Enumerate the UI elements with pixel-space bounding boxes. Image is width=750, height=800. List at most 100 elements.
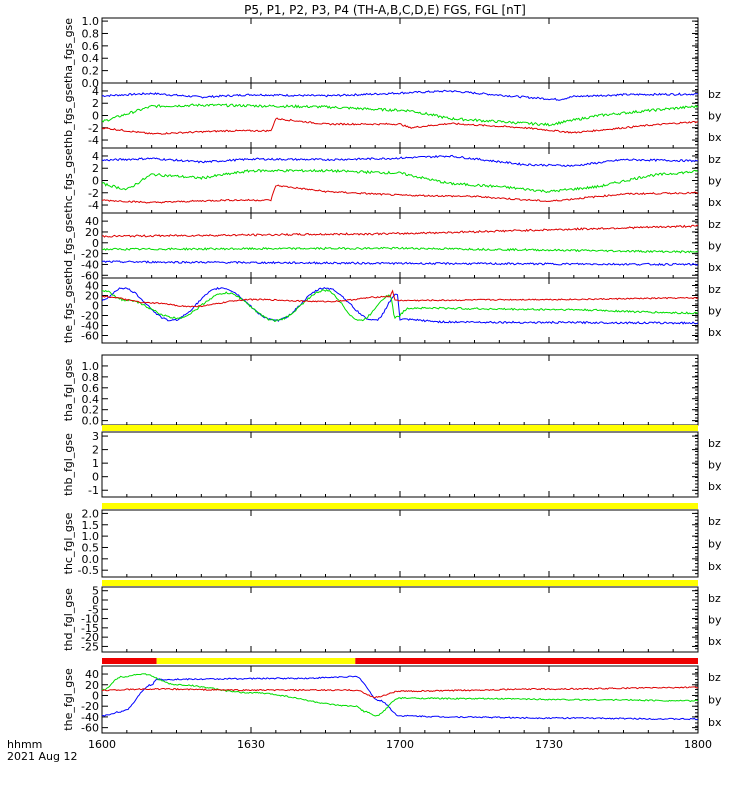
series-by-line bbox=[102, 168, 698, 194]
y-tick-label: 1.0 bbox=[82, 360, 100, 373]
y-tick-label: 40 bbox=[85, 215, 99, 228]
series-bz-line bbox=[102, 184, 698, 204]
y-axis-label: the_fgs_gse bbox=[62, 278, 75, 343]
legend-bz: bz bbox=[708, 283, 721, 296]
y-tick-label: 4 bbox=[92, 85, 99, 98]
y-tick-label: 0 bbox=[92, 300, 99, 313]
y-axis-label: thb_fgs_gse bbox=[62, 83, 75, 149]
panel-thc_fgl_gse: -0.50.00.51.01.52.0 thc_fgl_gse bz by bx bbox=[62, 507, 722, 578]
series-by-line bbox=[102, 103, 698, 127]
y-tick-label: 0.8 bbox=[82, 371, 100, 384]
y-tick-label: -40 bbox=[81, 711, 99, 724]
y-tick-label: 0.8 bbox=[82, 27, 100, 40]
y-tick-label: 0 bbox=[92, 471, 99, 484]
legend-bz: bz bbox=[708, 592, 721, 605]
legend-bx: bx bbox=[708, 326, 722, 339]
series-bx-line bbox=[102, 154, 698, 168]
panel-frame bbox=[101, 354, 699, 426]
series-by-line bbox=[102, 246, 698, 254]
y-tick-label: -20 bbox=[81, 248, 99, 261]
panel-frame bbox=[101, 431, 699, 498]
quality-bar-yellow bbox=[102, 503, 698, 509]
y-axis-label: the_fgl_gse bbox=[62, 668, 75, 731]
legend-bx: bx bbox=[708, 480, 722, 493]
legend-bz: bz bbox=[708, 153, 721, 166]
quality-bar-red bbox=[355, 658, 698, 664]
legend-by: by bbox=[708, 110, 722, 123]
legend-bx: bx bbox=[708, 716, 722, 729]
y-tick-label: 0.0 bbox=[82, 77, 100, 90]
y-axis-label: thb_fgl_gse bbox=[62, 433, 75, 496]
legend-by: by bbox=[708, 240, 722, 253]
y-tick-label: 0.0 bbox=[82, 553, 100, 566]
y-tick-label: -20 bbox=[81, 700, 99, 713]
y-tick-label: 2 bbox=[92, 162, 99, 175]
series-bz-line bbox=[102, 224, 698, 238]
y-tick-label: 20 bbox=[85, 679, 99, 692]
y-axis-label: thd_fgl_gse bbox=[62, 588, 75, 651]
y-tick-label: 0.6 bbox=[82, 40, 100, 53]
y-tick-label: -40 bbox=[81, 320, 99, 333]
series-bz-line bbox=[102, 289, 698, 308]
y-tick-label: -60 bbox=[81, 330, 99, 343]
series-bz-line bbox=[102, 117, 698, 135]
legend-by: by bbox=[708, 538, 722, 551]
y-tick-label: 1 bbox=[92, 457, 99, 470]
x-tick-label: 1630 bbox=[237, 738, 265, 751]
y-tick-label: 20 bbox=[85, 290, 99, 303]
y-tick-label: 0.0 bbox=[82, 415, 100, 428]
x-tick-label: 1600 bbox=[88, 738, 116, 751]
y-tick-label: -60 bbox=[81, 722, 99, 735]
legend-bz: bz bbox=[708, 515, 721, 528]
series-bx-line bbox=[102, 89, 698, 101]
quality-bar-yellow bbox=[102, 580, 698, 586]
y-tick-label: 0 bbox=[92, 237, 99, 250]
y-tick-label: 0 bbox=[92, 110, 99, 123]
x-tick-label: 1730 bbox=[535, 738, 563, 751]
quality-bar-yellow bbox=[156, 658, 356, 664]
panel-frame bbox=[101, 17, 699, 84]
y-tick-label: 2 bbox=[92, 97, 99, 110]
y-tick-label: 40 bbox=[85, 280, 99, 293]
y-tick-label: 0.4 bbox=[82, 52, 100, 65]
y-tick-label: 0.2 bbox=[82, 404, 100, 417]
legend-bx: bx bbox=[708, 196, 722, 209]
x-axis: hhmm 2021 Aug 12 bbox=[7, 738, 77, 763]
panel-frame bbox=[101, 509, 699, 578]
legend-bz: bz bbox=[708, 88, 721, 101]
panel-tha_fgl_gse: 0.00.20.40.60.81.0 tha_fgl_gse bbox=[62, 354, 699, 428]
y-tick-label: -20 bbox=[81, 310, 99, 323]
legend-bz: bz bbox=[708, 218, 721, 231]
y-tick-label: 1.0 bbox=[82, 530, 100, 543]
legend-bx: bx bbox=[708, 635, 722, 648]
y-tick-label: 0 bbox=[92, 689, 99, 702]
y-axis-label: tha_fgl_gse bbox=[62, 359, 75, 422]
y-axis-label: tha_fgs_gse bbox=[62, 18, 75, 83]
y-tick-label: 1.5 bbox=[82, 519, 100, 532]
legend-by: by bbox=[708, 459, 722, 472]
series-bz-line bbox=[102, 686, 698, 699]
legend-bx: bx bbox=[708, 131, 722, 144]
x-tick-label: 1800 bbox=[684, 738, 712, 751]
quality-bar-red bbox=[102, 658, 157, 664]
y-axis-label: thc_fgs_gse bbox=[62, 148, 75, 213]
y-tick-label: -60 bbox=[81, 269, 99, 282]
legend-bz: bz bbox=[708, 437, 721, 450]
y-tick-label: -25 bbox=[81, 640, 99, 653]
y-tick-label: -4 bbox=[88, 199, 99, 212]
panel-frame bbox=[101, 586, 699, 653]
y-tick-label: 0.2 bbox=[82, 65, 100, 78]
y-tick-label: 0.6 bbox=[82, 382, 100, 395]
panel-frame bbox=[101, 212, 699, 279]
x-tick-label: 1700 bbox=[386, 738, 414, 751]
y-axis-label: thc_fgl_gse bbox=[62, 512, 75, 574]
y-tick-label: 1.0 bbox=[82, 15, 100, 28]
y-tick-label: -0.5 bbox=[78, 564, 99, 577]
y-tick-label: 0.5 bbox=[82, 541, 100, 554]
